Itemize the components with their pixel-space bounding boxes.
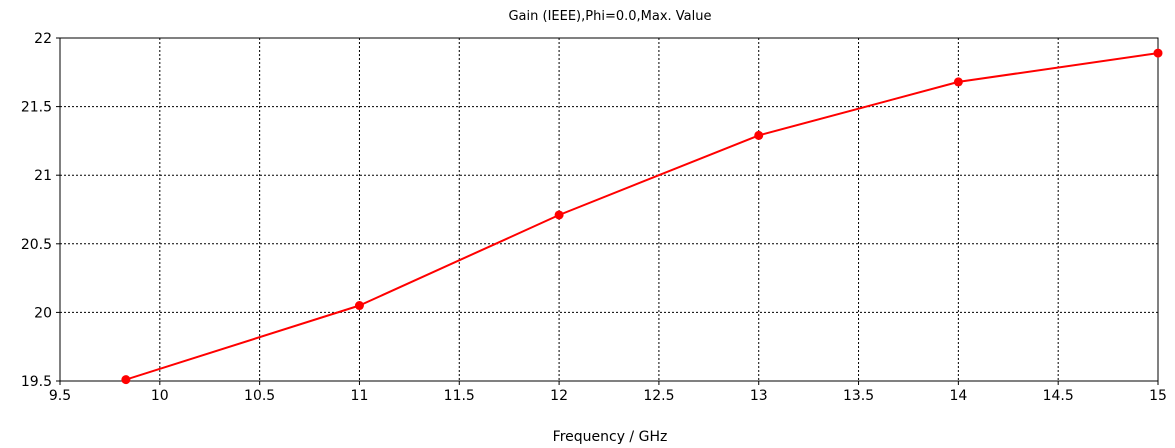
grid [60, 38, 1158, 381]
x-tick-label: 11 [351, 388, 369, 404]
y-axis-ticks: 19.5 20 20.5 21 21.5 22 [21, 31, 60, 390]
y-tick-label: 20 [34, 305, 52, 321]
y-tick-label: 19.5 [21, 374, 52, 390]
data-point [354, 301, 364, 311]
series [121, 48, 1163, 385]
y-tick-label: 21 [34, 168, 52, 184]
chart-title: Gain (IEEE),Phi=0.0,Max. Value [508, 9, 711, 24]
y-tick-label: 20.5 [21, 237, 52, 253]
data-point [554, 210, 564, 220]
x-tick-label: 10 [151, 388, 169, 404]
x-tick-label: 10.5 [244, 388, 275, 404]
data-point [953, 77, 963, 87]
plot-area-border [59, 37, 1159, 382]
x-tick-label: 9.5 [49, 388, 71, 404]
data-point [121, 375, 131, 385]
x-tick-label: 12.5 [643, 388, 674, 404]
x-tick-label: 13 [750, 388, 768, 404]
x-tick-label: 13.5 [843, 388, 874, 404]
x-axis-title: Frequency / GHz [553, 429, 668, 445]
x-tick-label: 11.5 [444, 388, 475, 404]
x-tick-label: 15 [1149, 388, 1167, 404]
series-line [125, 52, 1159, 381]
y-tick-label: 21.5 [21, 100, 52, 116]
x-tick-label: 14.5 [1043, 388, 1074, 404]
data-point [1153, 48, 1163, 58]
x-tick-label: 14 [949, 388, 967, 404]
x-tick-label: 12 [550, 388, 568, 404]
y-tick-label: 22 [34, 31, 52, 47]
x-axis-ticks: 9.5 10 10.5 11 11.5 12 12.5 13 13.5 14 14.5 15 [49, 381, 1167, 404]
data-point [754, 130, 764, 140]
